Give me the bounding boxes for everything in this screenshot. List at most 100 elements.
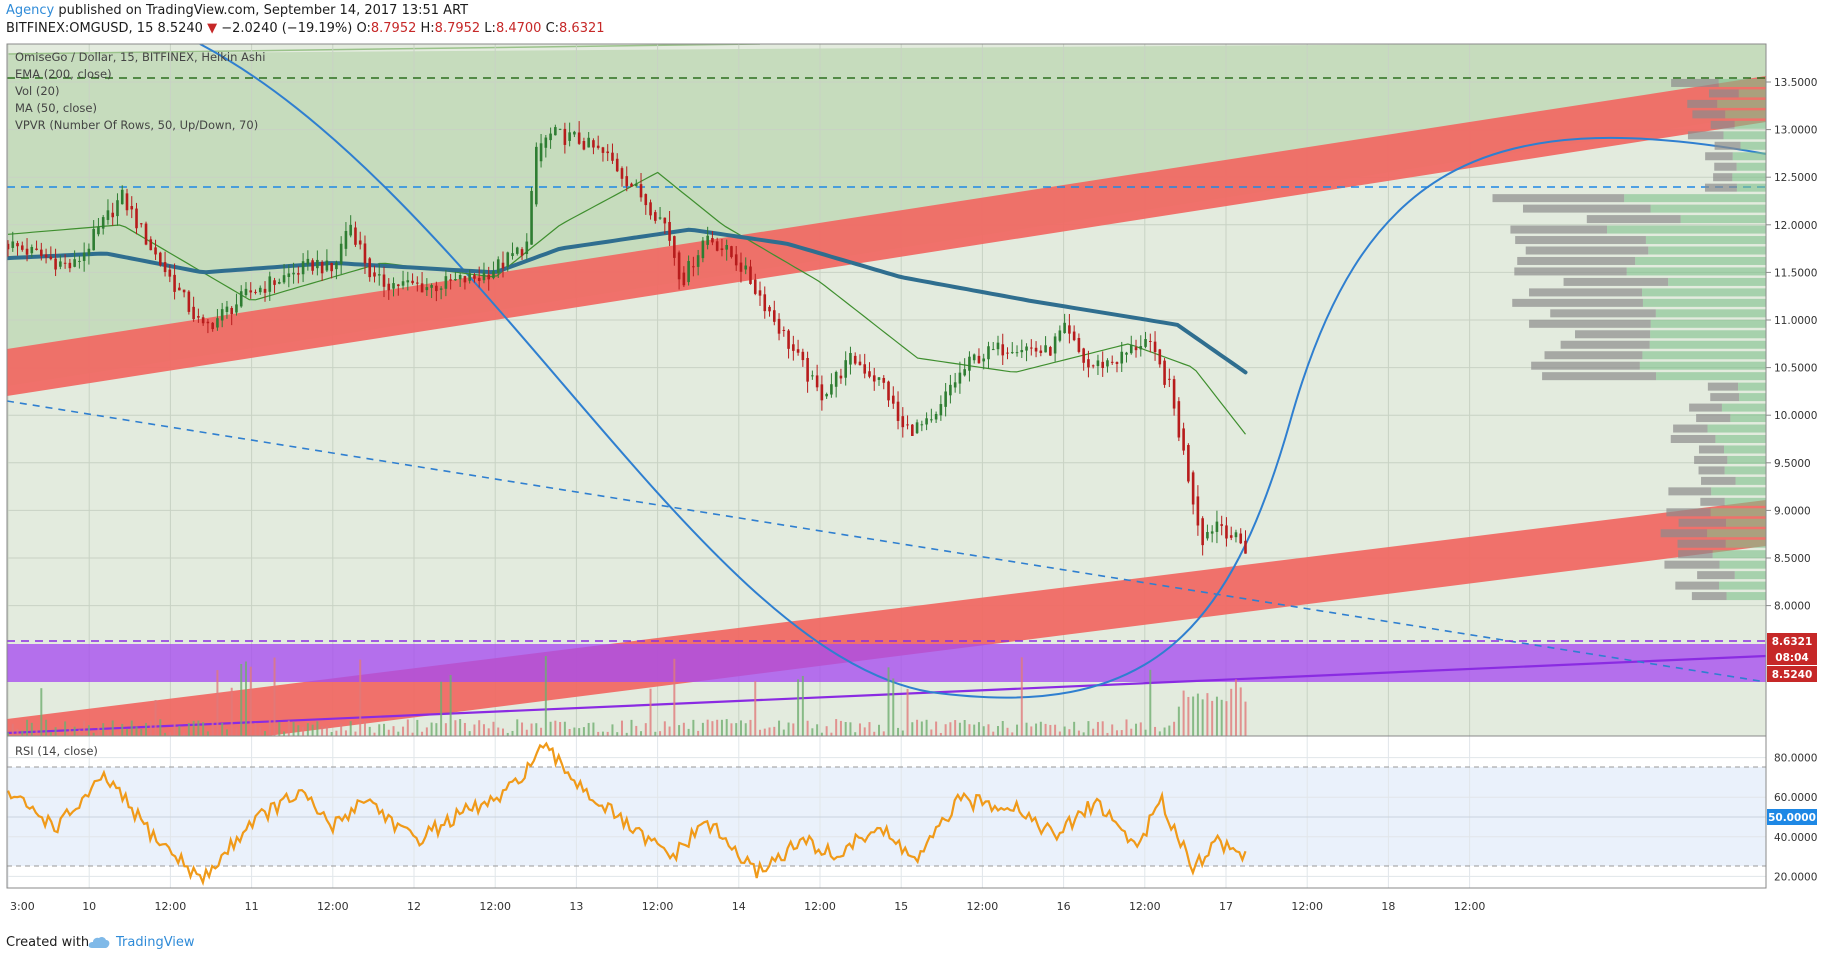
- volume-bar: [587, 722, 590, 736]
- candle-body: [54, 258, 57, 270]
- candle-body: [1115, 362, 1119, 364]
- volume-bar: [516, 719, 519, 736]
- volume-bar: [106, 731, 109, 736]
- candle-body: [354, 227, 357, 245]
- vpvr-up-bar: [1710, 508, 1766, 517]
- volume-bar: [459, 719, 462, 736]
- publisher-name[interactable]: Agency: [6, 3, 55, 18]
- volume-bar: [164, 732, 167, 736]
- volume-bar: [968, 724, 971, 736]
- volume-bar: [582, 727, 585, 736]
- candle-body: [492, 271, 495, 279]
- volume-bar: [749, 719, 752, 736]
- time-cycle-arc[interactable]: [199, 44, 1766, 699]
- candle-body: [63, 262, 67, 264]
- legend-ema[interactable]: EMA (200, close): [15, 67, 112, 81]
- vpvr-down-bar: [1687, 99, 1718, 108]
- vpvr-up-bar: [1726, 592, 1766, 601]
- legend-ma[interactable]: MA (50, close): [15, 101, 97, 115]
- candle-body: [844, 360, 847, 378]
- candle-body: [606, 151, 610, 154]
- volume-bar: [1130, 728, 1133, 736]
- volume-bar: [1101, 721, 1104, 736]
- volume-bar: [720, 719, 723, 736]
- volume-bar: [892, 678, 895, 736]
- candle-body: [197, 316, 200, 318]
- ohlc-low: 8.4700: [495, 21, 542, 36]
- resistance-band-upper[interactable]: [7, 76, 1766, 396]
- volume-bar: [1144, 729, 1147, 736]
- candle-body: [601, 147, 605, 153]
- candle-body: [11, 241, 15, 248]
- candle-body: [363, 243, 367, 264]
- volume-bar: [1139, 722, 1142, 736]
- candle-body: [549, 133, 552, 141]
- volume-bar: [649, 688, 652, 736]
- volume-bar: [678, 725, 681, 736]
- vpvr-down-bar: [1515, 236, 1646, 245]
- rsi-tick-label: 20.0000: [1774, 871, 1817, 883]
- candle-body: [739, 262, 743, 272]
- descending-trendline[interactable]: [7, 400, 1766, 683]
- candle-body: [853, 355, 857, 364]
- candle-body: [558, 128, 562, 130]
- candle-body: [706, 235, 709, 245]
- vpvr-down-bar: [1510, 225, 1607, 234]
- candle-body: [377, 274, 381, 276]
- candle-body: [634, 183, 638, 186]
- volume-bar: [302, 726, 305, 736]
- rsi-axis[interactable]: 80.0000 60.0000 40.0000 20.0000 50.0000: [1767, 753, 1817, 884]
- volume-bar: [521, 722, 524, 736]
- candle-body: [201, 317, 205, 324]
- volume-bar: [549, 721, 552, 736]
- volume-bar: [1077, 730, 1080, 736]
- volume-bar: [1173, 721, 1176, 736]
- candle-body: [59, 261, 62, 267]
- candle-body: [373, 272, 376, 277]
- candle-body: [116, 200, 119, 217]
- time-axis[interactable]: 3:00 10 12:00 11 12:00 12 12:00 13 12:00 14 12:00 1…: [10, 900, 1485, 913]
- volume-bar: [816, 724, 819, 736]
- candle-body: [235, 304, 238, 313]
- vpvr-down-bar: [1713, 173, 1733, 182]
- legend-vol[interactable]: Vol (20): [15, 84, 59, 98]
- vpvr-down-bar: [1707, 382, 1739, 391]
- volume-bar: [35, 729, 38, 736]
- vpvr-down-bar: [1705, 152, 1733, 161]
- rsi-badge: [1767, 809, 1817, 825]
- candle-body: [216, 318, 219, 328]
- support-zone[interactable]: [7, 644, 1766, 682]
- volume-bar: [359, 659, 362, 736]
- time-tick-label: 12: [407, 900, 421, 913]
- legend-vpvr[interactable]: VPVR (Number Of Rows, 50, Up/Down, 70): [15, 118, 258, 132]
- support-trendline[interactable]: [7, 654, 1766, 735]
- volume-bar: [1206, 693, 1209, 736]
- volume-bar: [1158, 731, 1161, 736]
- legend-title[interactable]: OmiseGo / Dollar, 15, BITFINEX, Heikin A…: [15, 50, 265, 64]
- candle-body: [368, 258, 372, 278]
- tradingview-link[interactable]: TradingView: [116, 935, 195, 950]
- candle-body: [40, 249, 43, 256]
- vpvr-up-bar: [1650, 330, 1766, 339]
- vertical-gridlines: [7, 44, 1471, 736]
- volume-bar: [763, 728, 766, 736]
- volume-bar: [249, 666, 252, 736]
- time-tick-label: 12:00: [1291, 900, 1323, 913]
- candle-body: [763, 294, 767, 312]
- price-chart[interactable]: OmiseGo / Dollar, 15, BITFINEX, Heikin A…: [0, 42, 1824, 930]
- vpvr-down-bar: [1586, 215, 1681, 224]
- volume-bar: [121, 723, 124, 736]
- price-axis[interactable]: 14.000013.500013.000012.500012.000011.50…: [1765, 42, 1817, 888]
- vpvr-down-bar: [1529, 319, 1651, 328]
- volume-bar: [1082, 732, 1085, 736]
- rsi-legend[interactable]: RSI (14, close): [15, 744, 98, 758]
- volume-bars: [7, 656, 1247, 736]
- candle-body: [611, 152, 614, 161]
- vpvr-up-bar: [1711, 487, 1766, 496]
- candle-body: [949, 384, 952, 396]
- candle-body: [416, 282, 419, 284]
- volume-bar: [83, 720, 86, 736]
- volume-bar: [692, 719, 695, 736]
- candle-body: [587, 137, 590, 148]
- candle-body: [806, 357, 809, 382]
